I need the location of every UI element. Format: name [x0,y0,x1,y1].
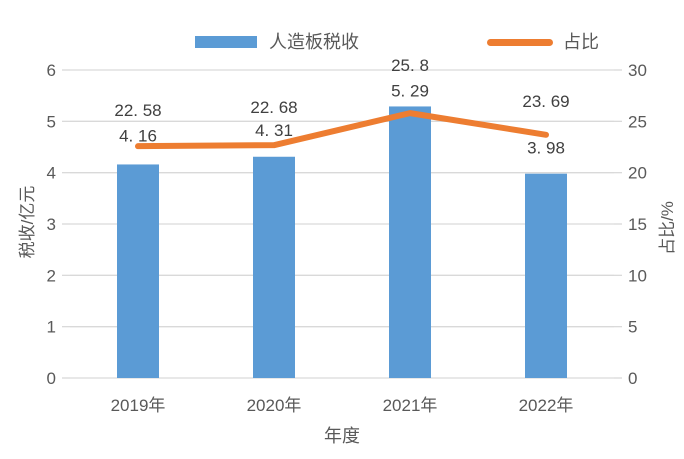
right-axis-tick-label: 25 [628,112,647,131]
bar-2019年 [117,164,159,378]
bar-series-legend-label: 人造板税收 [269,32,359,52]
right-axis-tick-label: 0 [628,369,637,388]
bar-2020年 [253,156,295,378]
left-axis-title: 税收/亿元 [18,185,37,259]
line-data-label: 22. 68 [250,98,297,117]
right-axis-tick-label: 30 [628,61,647,80]
legend-item-bar-series: 人造板税收 [195,31,359,53]
proportion-line [135,110,549,150]
left-axis-tick-label: 6 [47,61,56,80]
left-axis-tick-label: 4 [47,164,56,183]
x-axis-tick-label: 2021年 [383,396,438,415]
x-axis-title: 年度 [324,426,360,446]
x-axis-tick-label: 2022年 [519,396,574,415]
left-axis-tick-label: 0 [47,369,56,388]
right-axis-tick-label: 15 [628,215,647,234]
legend-item-line-series: 占比 [487,31,599,53]
line-data-label: 23. 69 [522,92,569,111]
bar-data-label: 3. 98 [527,139,565,158]
bar-series-swatch-icon [195,36,257,48]
bar-data-label: 5. 29 [391,81,429,100]
bar-data-label: 4. 16 [119,126,157,145]
left-axis-tick-label: 3 [47,215,56,234]
line-data-label: 22. 58 [114,101,161,120]
line-data-label: 25. 8 [391,56,429,75]
chart-legend: 人造板税收 占比 [0,31,684,53]
bar-2021年 [389,106,431,379]
bar-data-label: 4. 31 [255,121,293,140]
right-axis-tick-label: 20 [628,164,647,183]
x-axis-tick-label: 2020年 [247,396,302,415]
right-axis-title: 占比/% [658,201,677,255]
x-axis-tick-label: 2019年 [111,396,166,415]
line-series-swatch-icon [487,38,553,46]
bar-2022年 [525,173,567,378]
left-axis-tick-label: 1 [47,318,56,337]
left-axis-tick-label: 2 [47,266,56,285]
left-axis-tick-label: 5 [47,112,56,131]
right-axis-tick-label: 5 [628,318,637,337]
line-series-legend-label: 占比 [563,32,599,52]
right-axis-tick-label: 10 [628,266,647,285]
